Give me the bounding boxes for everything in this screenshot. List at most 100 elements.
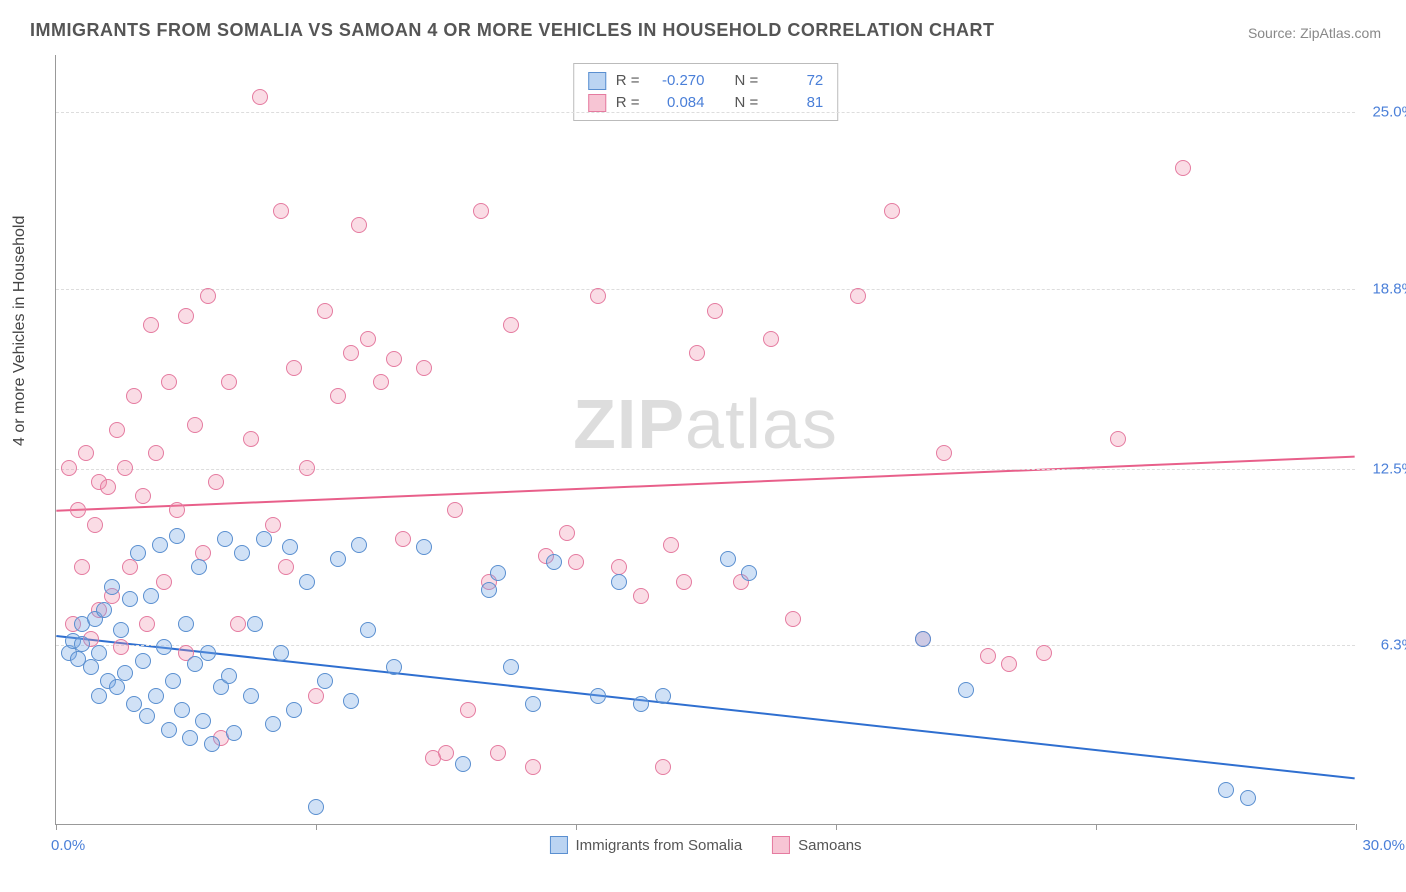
legend-row: R =0.084N =81 <box>588 92 824 114</box>
scatter-point <box>360 331 376 347</box>
scatter-point <box>525 696 541 712</box>
scatter-point <box>689 345 705 361</box>
r-value: -0.270 <box>650 70 705 92</box>
legend-label: Immigrants from Somalia <box>575 837 742 854</box>
watermark: ZIPatlas <box>573 384 838 464</box>
scatter-point <box>546 554 562 570</box>
scatter-point <box>200 645 216 661</box>
scatter-point <box>104 579 120 595</box>
scatter-point <box>243 688 259 704</box>
scatter-point <box>200 288 216 304</box>
scatter-point <box>503 659 519 675</box>
watermark-zip: ZIP <box>573 385 685 463</box>
scatter-point <box>256 531 272 547</box>
scatter-point <box>278 559 294 575</box>
scatter-point <box>343 693 359 709</box>
x-tick <box>836 824 837 830</box>
scatter-point <box>70 502 86 518</box>
scatter-point <box>1218 782 1234 798</box>
scatter-point <box>139 616 155 632</box>
scatter-point <box>126 696 142 712</box>
scatter-point <box>503 317 519 333</box>
scatter-point <box>958 682 974 698</box>
scatter-point <box>416 360 432 376</box>
scatter-point <box>152 537 168 553</box>
x-tick <box>316 824 317 830</box>
scatter-point <box>74 636 90 652</box>
scatter-point <box>308 688 324 704</box>
scatter-point <box>633 696 649 712</box>
scatter-point <box>109 679 125 695</box>
scatter-point <box>481 582 497 598</box>
scatter-point <box>221 668 237 684</box>
scatter-point <box>273 645 289 661</box>
scatter-point <box>473 203 489 219</box>
scatter-point <box>763 331 779 347</box>
n-label: N = <box>735 70 759 92</box>
scatter-point <box>252 89 268 105</box>
y-tick-label: 6.3% <box>1381 637 1406 654</box>
scatter-point <box>425 750 441 766</box>
legend-item: Samoans <box>772 836 861 854</box>
scatter-point <box>1001 656 1017 672</box>
scatter-point <box>351 217 367 233</box>
n-value: 72 <box>768 70 823 92</box>
scatter-point <box>282 539 298 555</box>
scatter-point <box>83 659 99 675</box>
scatter-point <box>490 745 506 761</box>
scatter-point <box>299 460 315 476</box>
scatter-point <box>117 665 133 681</box>
scatter-point <box>1110 431 1126 447</box>
gridline <box>56 645 1355 646</box>
scatter-point <box>204 736 220 752</box>
scatter-point <box>178 308 194 324</box>
scatter-point <box>265 517 281 533</box>
scatter-point <box>720 551 736 567</box>
scatter-point <box>741 565 757 581</box>
scatter-point <box>343 345 359 361</box>
scatter-point <box>234 545 250 561</box>
scatter-point <box>308 799 324 815</box>
y-tick-label: 18.8% <box>1372 280 1406 297</box>
scatter-point <box>182 730 198 746</box>
scatter-point <box>286 360 302 376</box>
scatter-point <box>1240 790 1256 806</box>
scatter-point <box>126 388 142 404</box>
scatter-point <box>187 417 203 433</box>
scatter-point <box>135 653 151 669</box>
scatter-point <box>178 616 194 632</box>
source-attribution: Source: ZipAtlas.com <box>1248 25 1381 41</box>
scatter-point <box>113 639 129 655</box>
scatter-point <box>633 588 649 604</box>
scatter-point <box>243 431 259 447</box>
trendline <box>56 457 1354 511</box>
scatter-point <box>373 374 389 390</box>
scatter-point <box>226 725 242 741</box>
chart-plot-area: ZIPatlas R =-0.270N =72R =0.084N =81 Imm… <box>55 55 1355 825</box>
scatter-point <box>386 351 402 367</box>
scatter-point <box>447 502 463 518</box>
scatter-point <box>143 317 159 333</box>
scatter-point <box>707 303 723 319</box>
scatter-point <box>117 460 133 476</box>
scatter-point <box>611 574 627 590</box>
scatter-point <box>395 531 411 547</box>
scatter-point <box>351 537 367 553</box>
y-tick-label: 25.0% <box>1372 104 1406 121</box>
scatter-point <box>386 659 402 675</box>
n-value: 81 <box>768 92 823 114</box>
scatter-point <box>165 673 181 689</box>
scatter-point <box>590 688 606 704</box>
scatter-point <box>850 288 866 304</box>
scatter-point <box>161 722 177 738</box>
scatter-point <box>247 616 263 632</box>
scatter-point <box>676 574 692 590</box>
r-label: R = <box>616 92 640 114</box>
scatter-point <box>135 488 151 504</box>
scatter-point <box>208 474 224 490</box>
scatter-point <box>455 756 471 772</box>
y-axis-title: 4 or more Vehicles in Household <box>11 216 29 446</box>
scatter-point <box>655 759 671 775</box>
scatter-point <box>96 602 112 618</box>
watermark-atlas: atlas <box>685 385 838 463</box>
